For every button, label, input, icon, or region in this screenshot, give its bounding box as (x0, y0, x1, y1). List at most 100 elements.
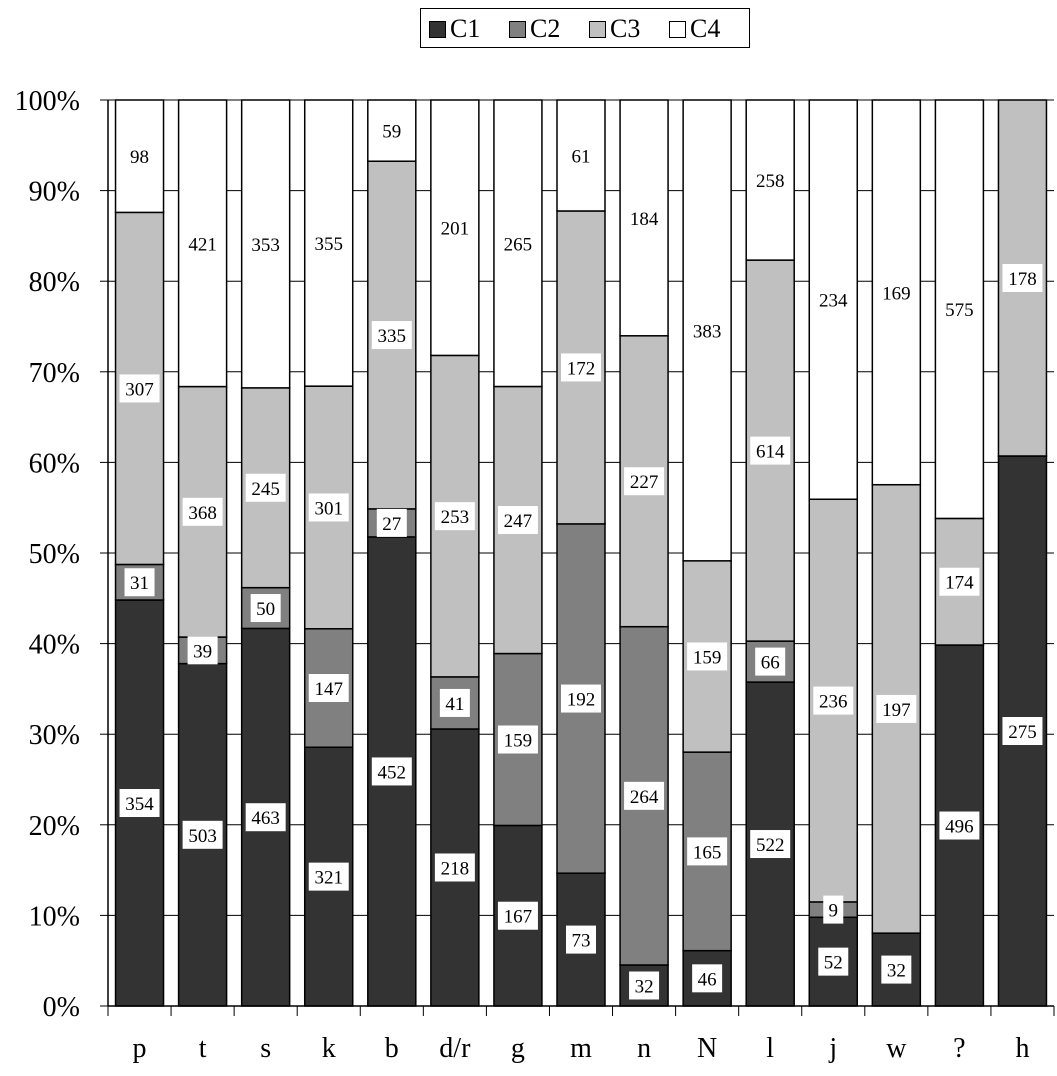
data-label-bg (376, 116, 407, 145)
data-label-bg (187, 636, 218, 665)
x-tick-label: b (385, 1033, 399, 1064)
data-label-bg (876, 278, 917, 307)
legend-swatch-c3 (589, 20, 606, 38)
data-label-bg (624, 467, 665, 496)
data-label: 165 (693, 842, 722, 863)
y-tick-label: 0% (43, 992, 80, 1023)
data-label: 159 (504, 730, 533, 751)
data-label-bg (124, 142, 155, 171)
data-label: 32 (635, 976, 654, 997)
data-label: 421 (188, 234, 217, 255)
data-label: 201 (441, 219, 470, 240)
data-label: 496 (945, 817, 974, 838)
data-label: 52 (824, 953, 843, 974)
data-label-bg (308, 229, 349, 258)
y-tick-label: 50% (29, 539, 80, 570)
data-label: 258 (756, 171, 785, 192)
data-label-bg (750, 166, 791, 195)
data-label: 59 (382, 122, 401, 143)
legend-item-c3: C3 (589, 16, 640, 42)
data-label-bg (308, 493, 349, 522)
data-label-bg (1002, 717, 1043, 745)
data-label-bg (245, 803, 286, 832)
data-label: 354 (125, 794, 154, 815)
data-label-bg (182, 229, 223, 258)
data-label: 46 (698, 969, 717, 990)
y-tick-label: 10% (29, 901, 80, 932)
data-label-bg (876, 694, 917, 723)
legend-swatch-c4 (669, 20, 686, 38)
data-label-bg (750, 436, 791, 465)
data-label-bg (124, 568, 155, 597)
data-label-bg (823, 895, 844, 924)
data-label-bg (497, 725, 538, 754)
data-label: 275 (1008, 722, 1037, 743)
legend-item-c2: C2 (509, 16, 560, 42)
data-label: 321 (314, 868, 343, 889)
data-label: 31 (130, 573, 149, 594)
data-label-bg (561, 353, 601, 382)
y-tick-label: 80% (29, 267, 80, 298)
data-label: 383 (693, 321, 722, 342)
data-label: 227 (630, 472, 659, 493)
data-label: 159 (693, 647, 722, 668)
data-label: 234 (819, 291, 848, 312)
data-label: 41 (445, 694, 464, 715)
data-label: 174 (945, 573, 974, 594)
x-tick-label: t (199, 1033, 207, 1064)
data-label-bg (119, 374, 160, 403)
data-label-bg (561, 684, 601, 713)
data-label: 61 (572, 146, 591, 167)
data-label-bg (250, 594, 281, 623)
legend-swatch-c1 (429, 20, 446, 38)
data-label: 264 (630, 787, 659, 808)
data-label: 9 (829, 901, 839, 922)
data-label-bg (629, 971, 660, 1000)
data-label-bg (376, 508, 407, 537)
data-label-bg (939, 567, 980, 596)
data-label: 184 (630, 209, 659, 230)
x-tick-label: m (570, 1033, 592, 1064)
data-label: 32 (887, 961, 906, 982)
data-label-bg (434, 502, 475, 531)
data-label-bg (439, 688, 470, 717)
data-label-bg (813, 285, 854, 314)
data-label-bg (245, 473, 286, 502)
data-label-bg (1002, 264, 1043, 292)
data-label-bg (497, 901, 538, 930)
data-label: 27 (382, 514, 401, 535)
data-label-bg (434, 213, 475, 242)
x-tick-label: n (637, 1033, 651, 1064)
data-label: 50 (256, 599, 275, 620)
x-tick-label: p (133, 1033, 147, 1064)
y-tick-label: 100% (15, 86, 80, 117)
data-label-bg (308, 862, 349, 891)
data-label-bg (939, 811, 980, 840)
data-label-bg (434, 853, 475, 882)
data-label-bg (566, 141, 596, 170)
data-label-bg (881, 955, 912, 984)
y-tick-label: 70% (29, 358, 80, 389)
data-label: 98 (130, 147, 149, 168)
legend-label-c4: C4 (690, 14, 721, 43)
data-label: 368 (188, 503, 217, 524)
data-label: 245 (251, 479, 280, 500)
x-tick-label: h (1015, 1033, 1029, 1064)
data-label: 192 (567, 690, 596, 711)
x-tick-label: k (322, 1033, 336, 1064)
x-tick-label: l (766, 1033, 774, 1064)
data-label-bg (692, 964, 723, 993)
data-label: 218 (441, 858, 470, 879)
x-tick-label: s (260, 1033, 271, 1064)
data-label: 355 (314, 234, 343, 255)
x-tick-label: w (886, 1033, 907, 1064)
data-label-bg (687, 837, 728, 866)
data-label: 147 (314, 679, 343, 700)
data-label-bg (624, 203, 665, 232)
x-tick-label: d/r (439, 1033, 471, 1064)
data-label: 178 (1008, 269, 1037, 290)
data-label-bg (818, 947, 849, 976)
data-label-bg (687, 642, 728, 671)
legend-item-c4: C4 (669, 16, 720, 42)
y-tick-label: 20% (29, 811, 80, 842)
